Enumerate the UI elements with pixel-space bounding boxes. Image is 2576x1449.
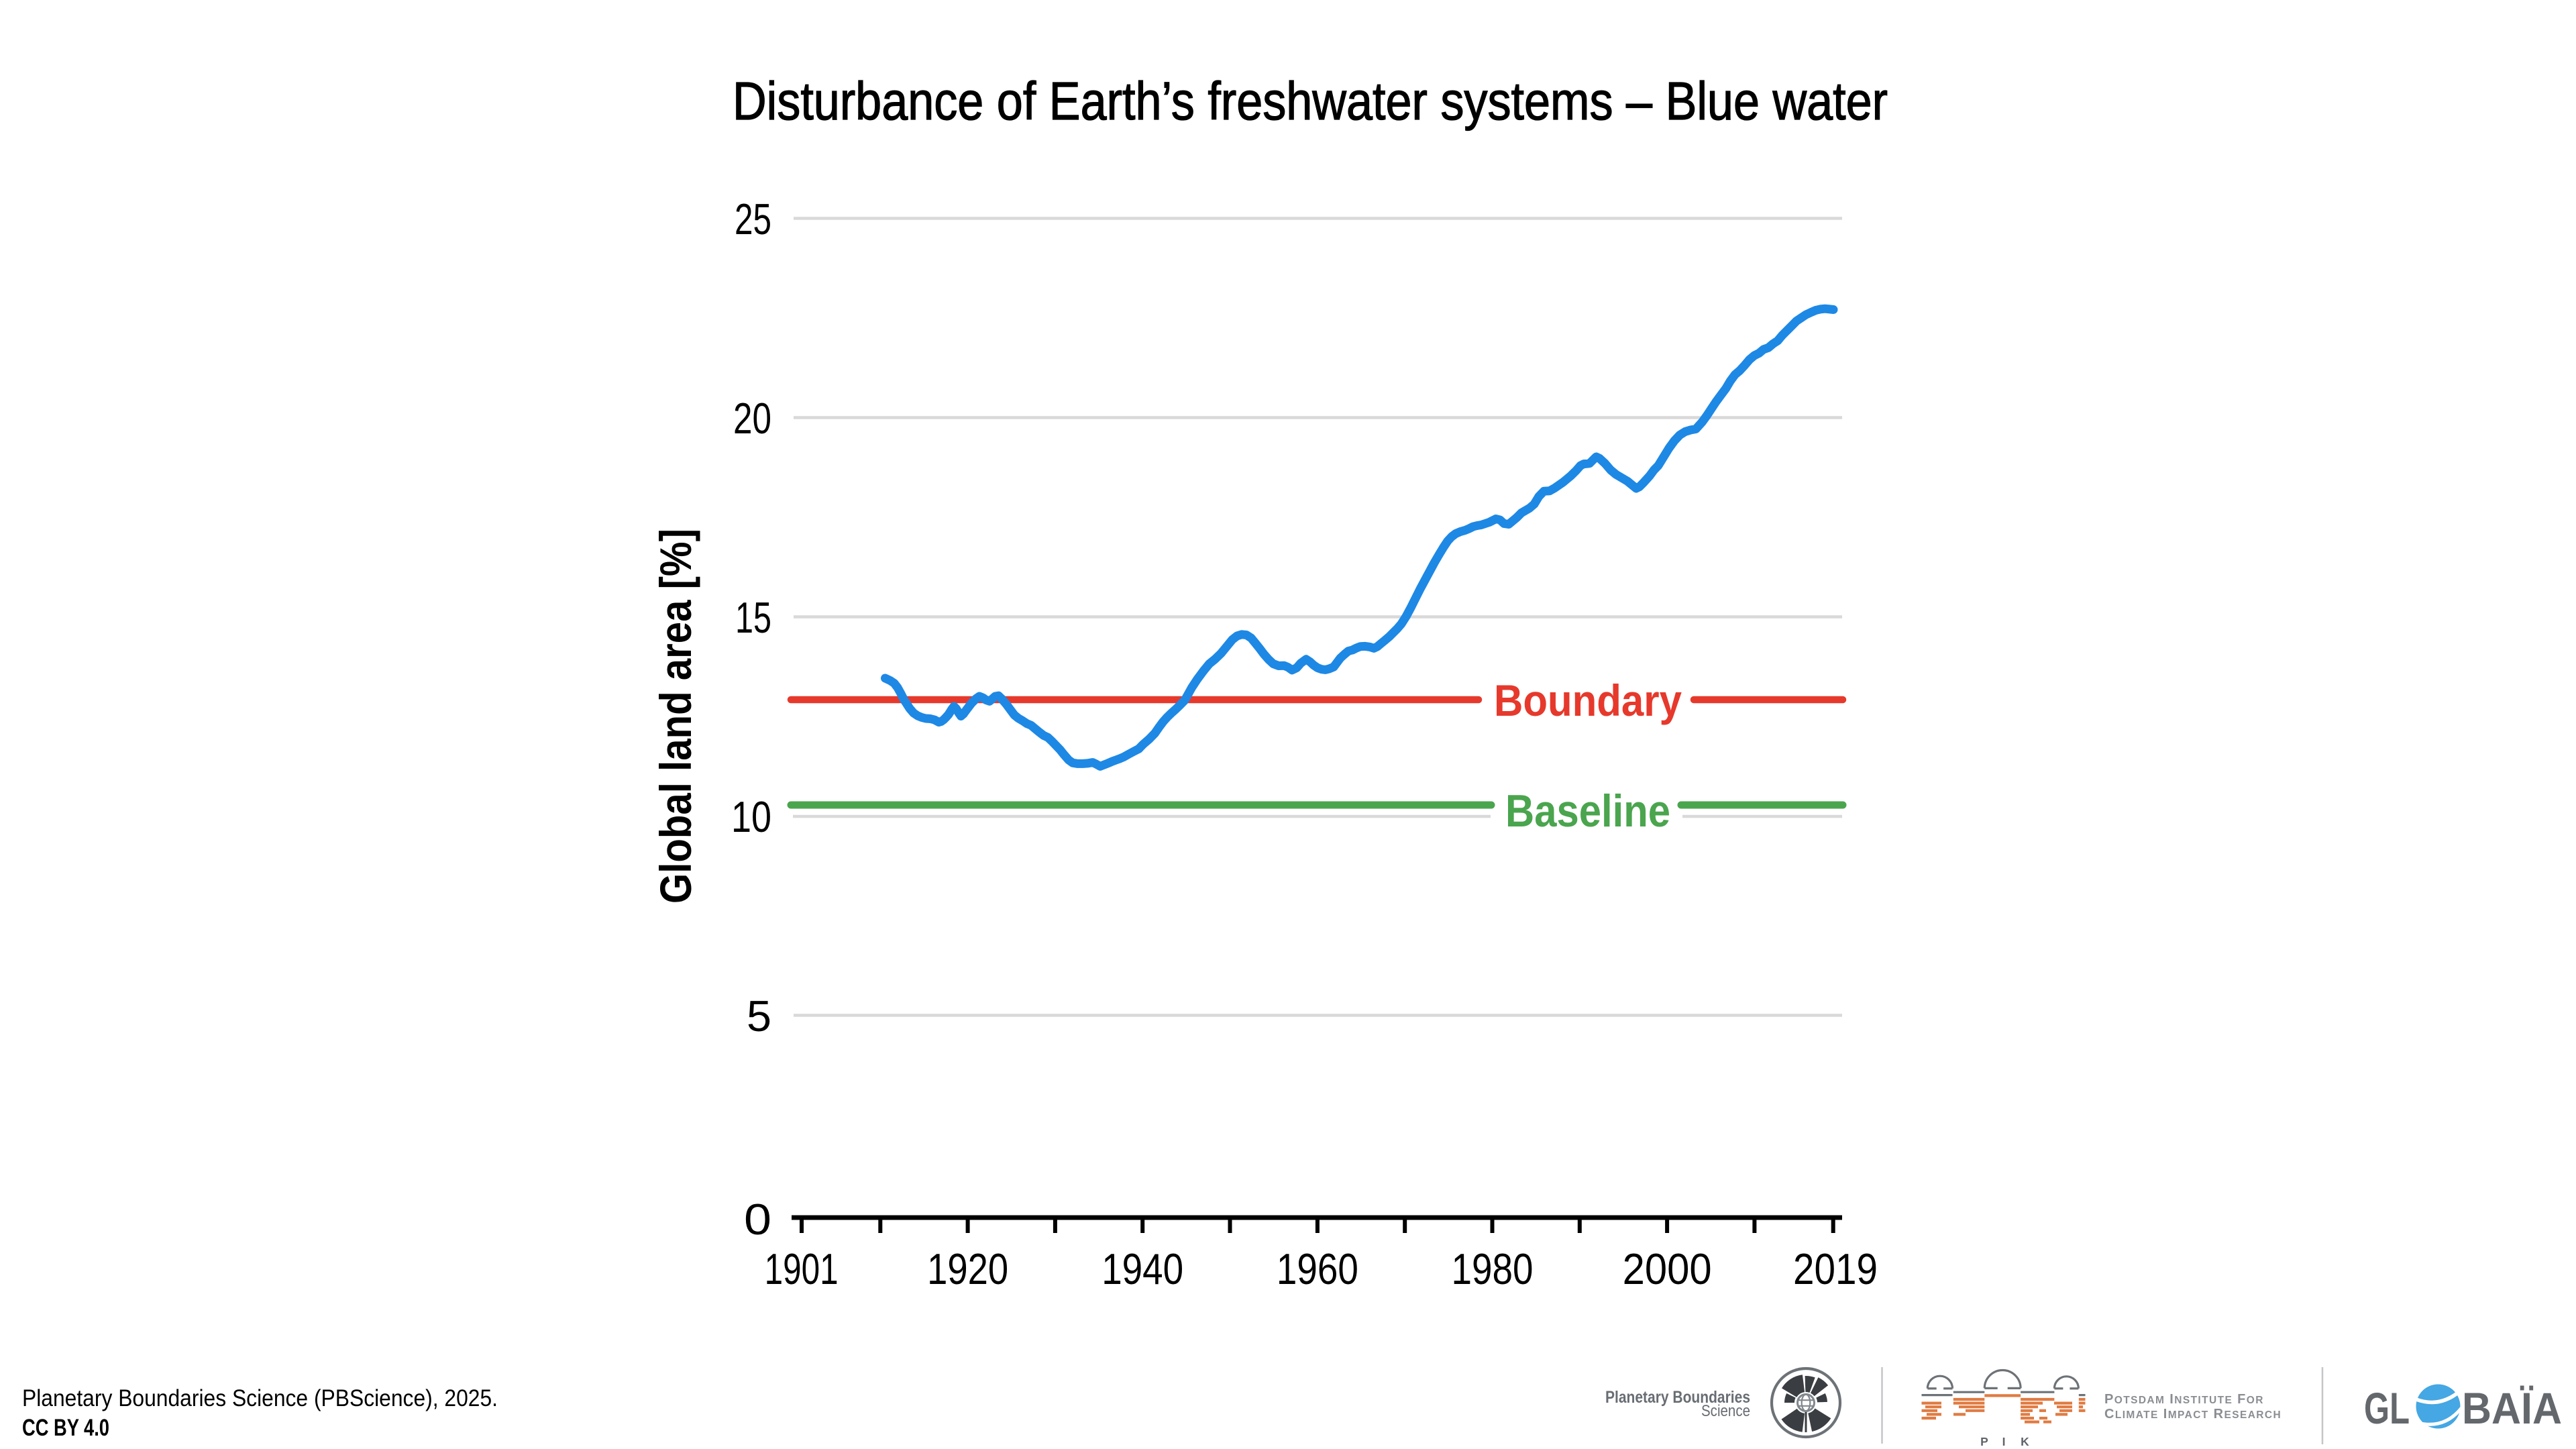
svg-text:I: I xyxy=(2002,1435,2006,1448)
svg-text:P: P xyxy=(1980,1435,1988,1448)
svg-text:1901: 1901 xyxy=(765,1244,839,1293)
svg-text:2019: 2019 xyxy=(1793,1244,1878,1293)
svg-text:10: 10 xyxy=(731,792,771,841)
svg-text:Boundary: Boundary xyxy=(1494,676,1682,725)
svg-text:5: 5 xyxy=(747,991,771,1040)
svg-text:Global land area [%]: Global land area [%] xyxy=(651,529,700,904)
svg-text:1920: 1920 xyxy=(927,1244,1008,1293)
svg-text:20: 20 xyxy=(733,394,771,443)
svg-text:1940: 1940 xyxy=(1102,1244,1183,1293)
svg-text:2000: 2000 xyxy=(1623,1244,1712,1293)
svg-text:POTSDAM INSTITUTE FOR: POTSDAM INSTITUTE FOR xyxy=(2104,1392,2264,1407)
svg-text:Science: Science xyxy=(1701,1402,1750,1420)
svg-text:Planetary Boundaries Science (: Planetary Boundaries Science (PBScience)… xyxy=(22,1385,498,1411)
svg-text:Baseline: Baseline xyxy=(1505,786,1670,837)
svg-text:Planetary Boundaries: Planetary Boundaries xyxy=(1605,1388,1750,1407)
svg-text:1960: 1960 xyxy=(1277,1244,1358,1293)
svg-text:K: K xyxy=(2021,1435,2029,1448)
svg-text:BAÏA: BAÏA xyxy=(2462,1383,2562,1433)
svg-text:CC BY 4.0: CC BY 4.0 xyxy=(22,1415,109,1441)
svg-text:25: 25 xyxy=(735,195,771,244)
svg-text:1980: 1980 xyxy=(1452,1244,1534,1293)
svg-text:Disturbance of Earth’s freshwa: Disturbance of Earth’s freshwater system… xyxy=(733,71,1888,131)
svg-text:GL: GL xyxy=(2364,1383,2410,1433)
svg-text:15: 15 xyxy=(735,593,771,642)
svg-text:CLIMATE IMPACT RESEARCH: CLIMATE IMPACT RESEARCH xyxy=(2104,1407,2282,1421)
svg-text:0: 0 xyxy=(744,1195,771,1244)
